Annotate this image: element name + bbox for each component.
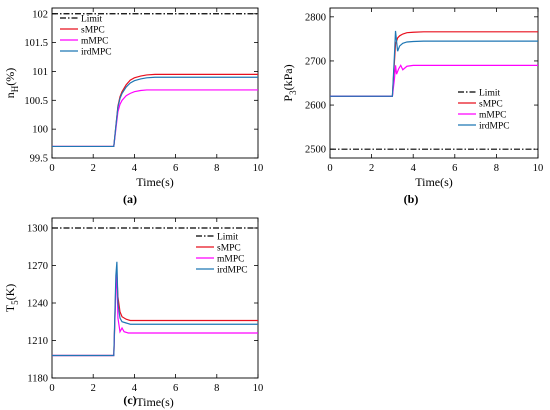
y-tick-label: 100	[32, 125, 48, 136]
x-axis-label: Time(s)	[415, 175, 453, 189]
y-axis-label: nH(%)	[3, 68, 20, 99]
y-tick-label: 1300	[27, 224, 48, 235]
y-tick-label: 1210	[27, 336, 48, 347]
plot-frame	[51, 217, 259, 379]
chart-panel-1: 0 2 4 6 8 10 99.5 100 100.5 101 101.5 102 LimitsMPCm…	[3, 7, 264, 206]
legend-label-limit: Limit	[479, 89, 500, 99]
x-axis-label: Time(s)	[136, 175, 174, 189]
y-tick-label: 2700	[305, 56, 326, 67]
legend-label-irdmpc: irdMPC	[217, 266, 248, 276]
y-tick-label: 101.5	[24, 38, 48, 49]
x-tick-label: 4	[411, 163, 417, 174]
y-tick-label: 1240	[27, 299, 48, 310]
series-line-irdmpc	[330, 30, 538, 97]
y-tick-label: 1180	[27, 374, 48, 385]
legend-label-mmpc: mMPC	[217, 255, 244, 265]
x-tick-label: 6	[173, 163, 178, 174]
y-tick-label: 102	[32, 9, 48, 20]
legend-label-smpc: sMPC	[81, 26, 105, 36]
panel-label: (b)	[404, 192, 419, 206]
y-axis-label: P3(kPa)	[281, 64, 298, 101]
legend-label-mmpc: mMPC	[81, 37, 108, 47]
x-tick-label: 2	[369, 163, 374, 174]
legend-label-irdmpc: irdMPC	[81, 48, 112, 58]
x-tick-label: 8	[214, 383, 219, 394]
x-tick-label: 2	[91, 163, 96, 174]
y-tick-label: 101	[32, 67, 48, 78]
x-tick-label: 0	[49, 383, 54, 394]
x-tick-label: 6	[173, 383, 178, 394]
x-tick-label: 10	[253, 163, 264, 174]
y-tick-label: 2600	[305, 101, 326, 112]
y-tick-label: 1270	[27, 261, 48, 272]
panel-label: (a)	[123, 192, 137, 206]
x-tick-label: 8	[214, 163, 219, 174]
series-line-mmpc	[330, 64, 538, 97]
y-tick-label: 2800	[305, 12, 326, 23]
series-line-irdmpc	[52, 261, 258, 357]
y-axis-label: T5(K)	[3, 284, 20, 313]
x-tick-label: 0	[49, 163, 54, 174]
plot-frame	[329, 7, 539, 159]
x-tick-label: 8	[494, 163, 499, 174]
x-tick-label: 0	[327, 163, 332, 174]
x-tick-label: 6	[452, 163, 457, 174]
x-tick-label: 4	[132, 163, 138, 174]
chart-panel-3: 0 2 4 6 8 10 1180 1210 1240 1270 1300 LimitsMPCmMPC…	[3, 217, 264, 409]
legend-label-smpc: sMPC	[479, 100, 503, 110]
x-tick-label: 2	[91, 383, 96, 394]
y-tick-label: 2500	[305, 145, 326, 156]
y-tick-label: 99.5	[30, 154, 48, 165]
x-tick-label: 10	[533, 163, 544, 174]
panel-label: (c)	[123, 393, 136, 407]
y-tick-label: 100.5	[24, 96, 48, 107]
legend-label-smpc: sMPC	[217, 244, 241, 254]
legend-label-limit: Limit	[81, 15, 102, 25]
plot-frame	[51, 7, 259, 159]
series-line-irdmpc	[52, 76, 258, 148]
legend-label-limit: Limit	[217, 233, 238, 243]
legend-label-mmpc: mMPC	[479, 111, 506, 121]
chart-panel-2: 0 2 4 6 8 10 2500 2600 2700 2800 LimitsMPCmMPCirdM…	[281, 7, 544, 206]
x-tick-label: 10	[253, 383, 264, 394]
legend-label-irdmpc: irdMPC	[479, 122, 510, 132]
x-axis-label: Time(s)	[136, 395, 174, 409]
x-tick-label: 4	[132, 383, 138, 394]
